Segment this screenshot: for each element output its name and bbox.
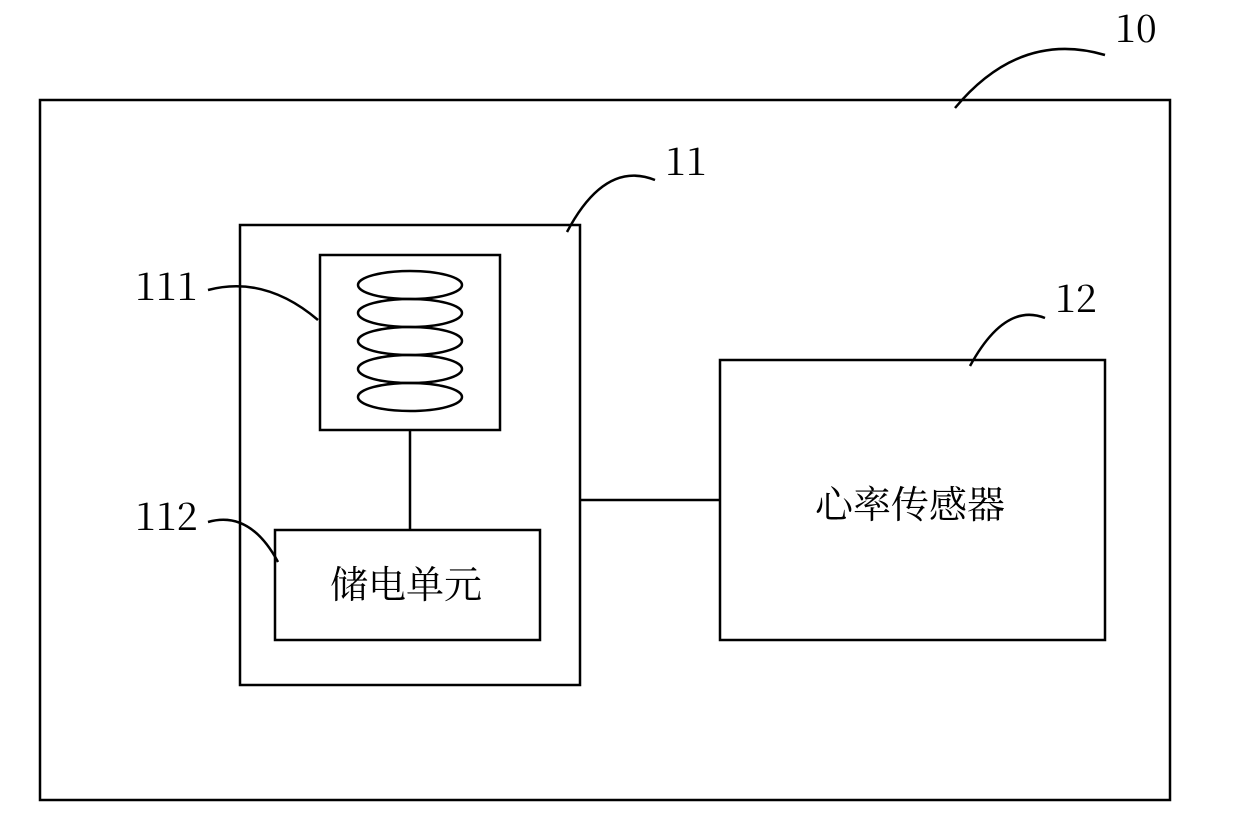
callout-11-leader <box>567 176 655 232</box>
callout-12-label: 12 <box>1055 268 1097 323</box>
diagram-canvas: 储电单元 心率传感器 10 11 12 111 112 <box>0 0 1240 830</box>
callout-111-label: 111 <box>135 256 198 311</box>
callout-112-leader <box>208 520 278 562</box>
sensor-box-label: 心率传感器 <box>815 474 1005 529</box>
coil-icon <box>358 271 462 411</box>
callout-11-label: 11 <box>665 131 707 186</box>
callout-111-leader <box>208 286 318 320</box>
coil-box-111 <box>320 255 500 430</box>
outer-box-10 <box>40 100 1170 800</box>
callout-12-leader <box>970 315 1045 366</box>
storage-box-label: 储电单元 <box>330 554 482 609</box>
callout-10-label: 10 <box>1115 0 1157 53</box>
callout-112-label: 112 <box>135 486 198 541</box>
